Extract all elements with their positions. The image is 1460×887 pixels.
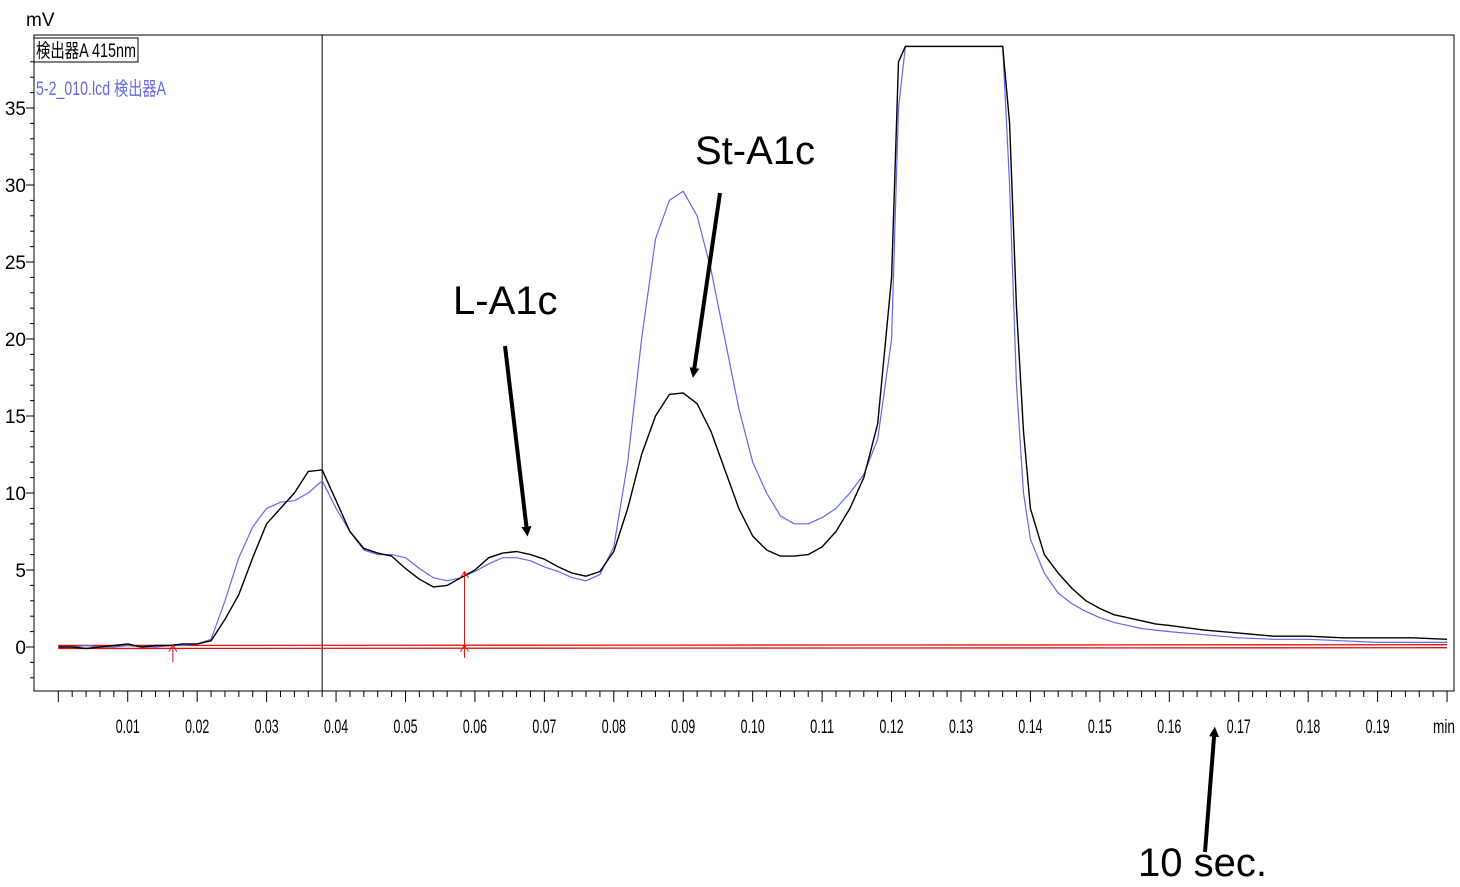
x-tick-label: 0.10 [741,717,765,738]
x-tick-label: 0.03 [255,717,279,738]
x-tick-label: 0.13 [949,717,973,738]
annotation-arrow [689,192,722,378]
integration-marker-head [168,643,178,652]
baseline-line [58,644,1448,647]
legend-entry-file: 5-2_010.lcd 検出器A [36,78,166,100]
annotation-label-l-a1c: L-A1c [453,279,558,323]
legend: 検出器A 415nm 5-2_010.lcd 検出器A [33,37,166,100]
y-tick-label: 30 [5,176,26,197]
annotation-arrow [503,345,532,537]
x-tick-label: 0.09 [671,717,695,738]
annotation-arrow [1203,726,1220,853]
x-tick-label: 0.15 [1088,717,1112,738]
plot-frame [33,34,1455,692]
y-tick-label: 15 [5,407,26,428]
y-tick-label: 10 [5,484,26,505]
x-tick-label: 0.14 [1018,717,1042,738]
y-tick-label: 5 [15,561,26,582]
x-tick-label: 0.02 [185,717,209,738]
integration-marker-head [460,643,469,652]
y-tick-label: 35 [5,99,26,120]
series-line-blue [58,45,1448,648]
y-tick-label: 20 [5,330,26,351]
y-axis-unit-label: mV [26,10,55,31]
x-tick-label: 0.19 [1366,717,1390,738]
x-tick-label: 0.05 [393,717,417,738]
baseline-line-lower [58,647,1448,650]
x-tick-label: 0.06 [463,717,487,738]
legend-entry-detector: 検出器A 415nm [36,40,136,62]
x-tick-label: 0.07 [532,717,556,738]
integration-marker-head-top [460,570,469,578]
x-axis-unit-label: min [1433,717,1455,738]
x-tick-label: 0.17 [1227,717,1251,738]
annotation-label-st-a1c: St-A1c [695,129,816,173]
x-tick-label: 0.04 [324,717,348,738]
x-tick-label: 0.12 [880,717,904,738]
y-tick-label: 25 [5,253,26,274]
y-tick-label: 0 [15,638,26,659]
x-tick-label: 0.16 [1157,717,1181,738]
x-tick-label: 0.11 [810,717,834,738]
legend-box [33,37,139,63]
annotation-label-10-sec: 10 sec. [1138,841,1267,885]
x-tick-label: 0.08 [602,717,626,738]
series-line-black [58,45,1448,650]
x-tick-label: 0.01 [116,717,140,738]
x-tick-label: 0.18 [1296,717,1320,738]
